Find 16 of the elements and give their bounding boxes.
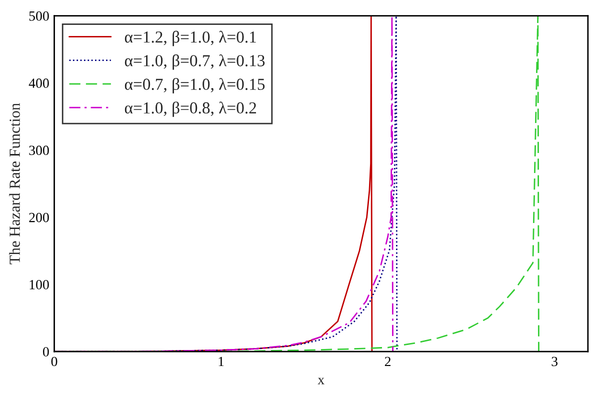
y-tick-label: 0 [42, 347, 49, 357]
y-tick-label: 100 [30, 280, 49, 290]
x-axis-title: x [318, 378, 324, 384]
x-tick-label: 2 [384, 356, 391, 366]
legend-label: α=1.0, β=0.7, λ=0.13 [124, 54, 265, 70]
y-tick-label: 200 [29, 212, 49, 222]
x-tick-label: 3 [552, 356, 558, 366]
legend-label: α=0.7, β=1.0, λ=0.15 [124, 78, 265, 94]
x-tick-label: 0 [51, 356, 58, 366]
y-tick-label: 400 [28, 78, 49, 88]
y-tick-label: 500 [29, 11, 49, 21]
legend-label: α=1.0, β=0.8, λ=0.2 [124, 102, 256, 117]
y-axis-title: The Hazard Rate Function [9, 103, 20, 264]
x-tick-label: 1 [218, 356, 224, 366]
legend-label: α=1.2, β=1.0, λ=0.1 [124, 30, 256, 46]
y-tick-label: 300 [29, 146, 49, 156]
